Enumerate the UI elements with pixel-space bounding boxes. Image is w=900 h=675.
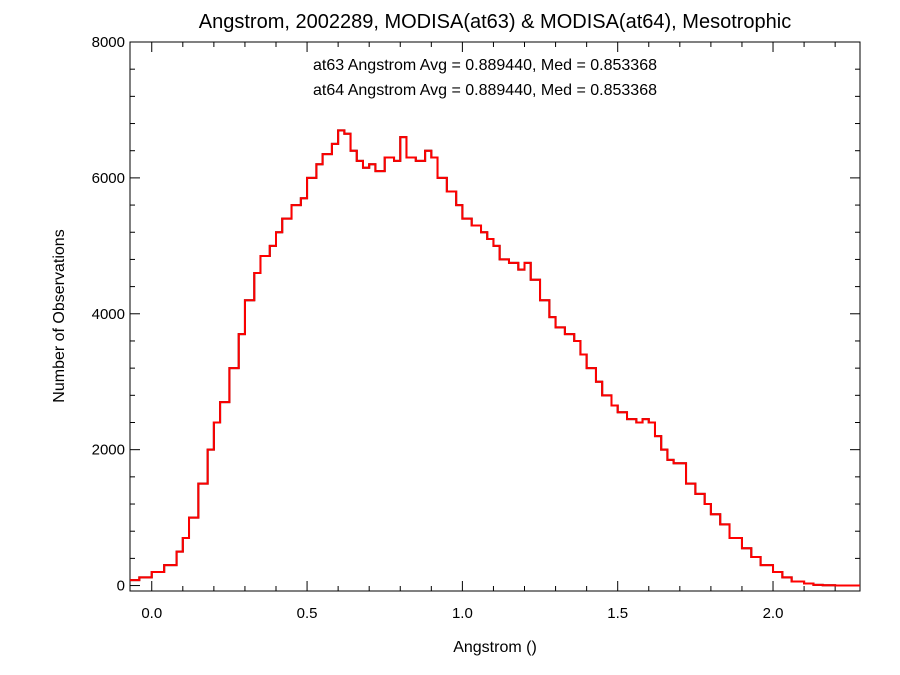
series-layer <box>130 129 860 587</box>
annotation-at64: at64 Angstrom Avg = 0.889440, Med = 0.85… <box>313 82 657 99</box>
series-at64-line <box>130 129 860 587</box>
x-tick-label: 1.0 <box>452 605 473 622</box>
x-tick-label: 0.5 <box>297 605 318 622</box>
chart-title: Angstrom, 2002289, MODISA(at63) & MODISA… <box>199 11 791 33</box>
x-tick-label: 2.0 <box>763 605 784 622</box>
y-tick-label: 0 <box>117 578 125 595</box>
annotation-at63: at63 Angstrom Avg = 0.889440, Med = 0.85… <box>313 57 657 74</box>
axis-ticks: 0.0 0.5 1.0 1.5 2.0 0 2000 4000 6000 8000 <box>92 34 860 622</box>
x-tick-label: 0.0 <box>141 605 162 622</box>
y-tick-label: 8000 <box>92 34 125 51</box>
x-axis-label: Angstrom () <box>453 639 537 656</box>
x-tick-label: 1.5 <box>607 605 628 622</box>
y-tick-label: 2000 <box>92 442 125 459</box>
y-tick-label: 4000 <box>92 306 125 323</box>
y-axis-label: Number of Observations <box>51 229 68 402</box>
y-tick-label: 6000 <box>92 170 125 187</box>
plot-frame <box>129 41 861 592</box>
